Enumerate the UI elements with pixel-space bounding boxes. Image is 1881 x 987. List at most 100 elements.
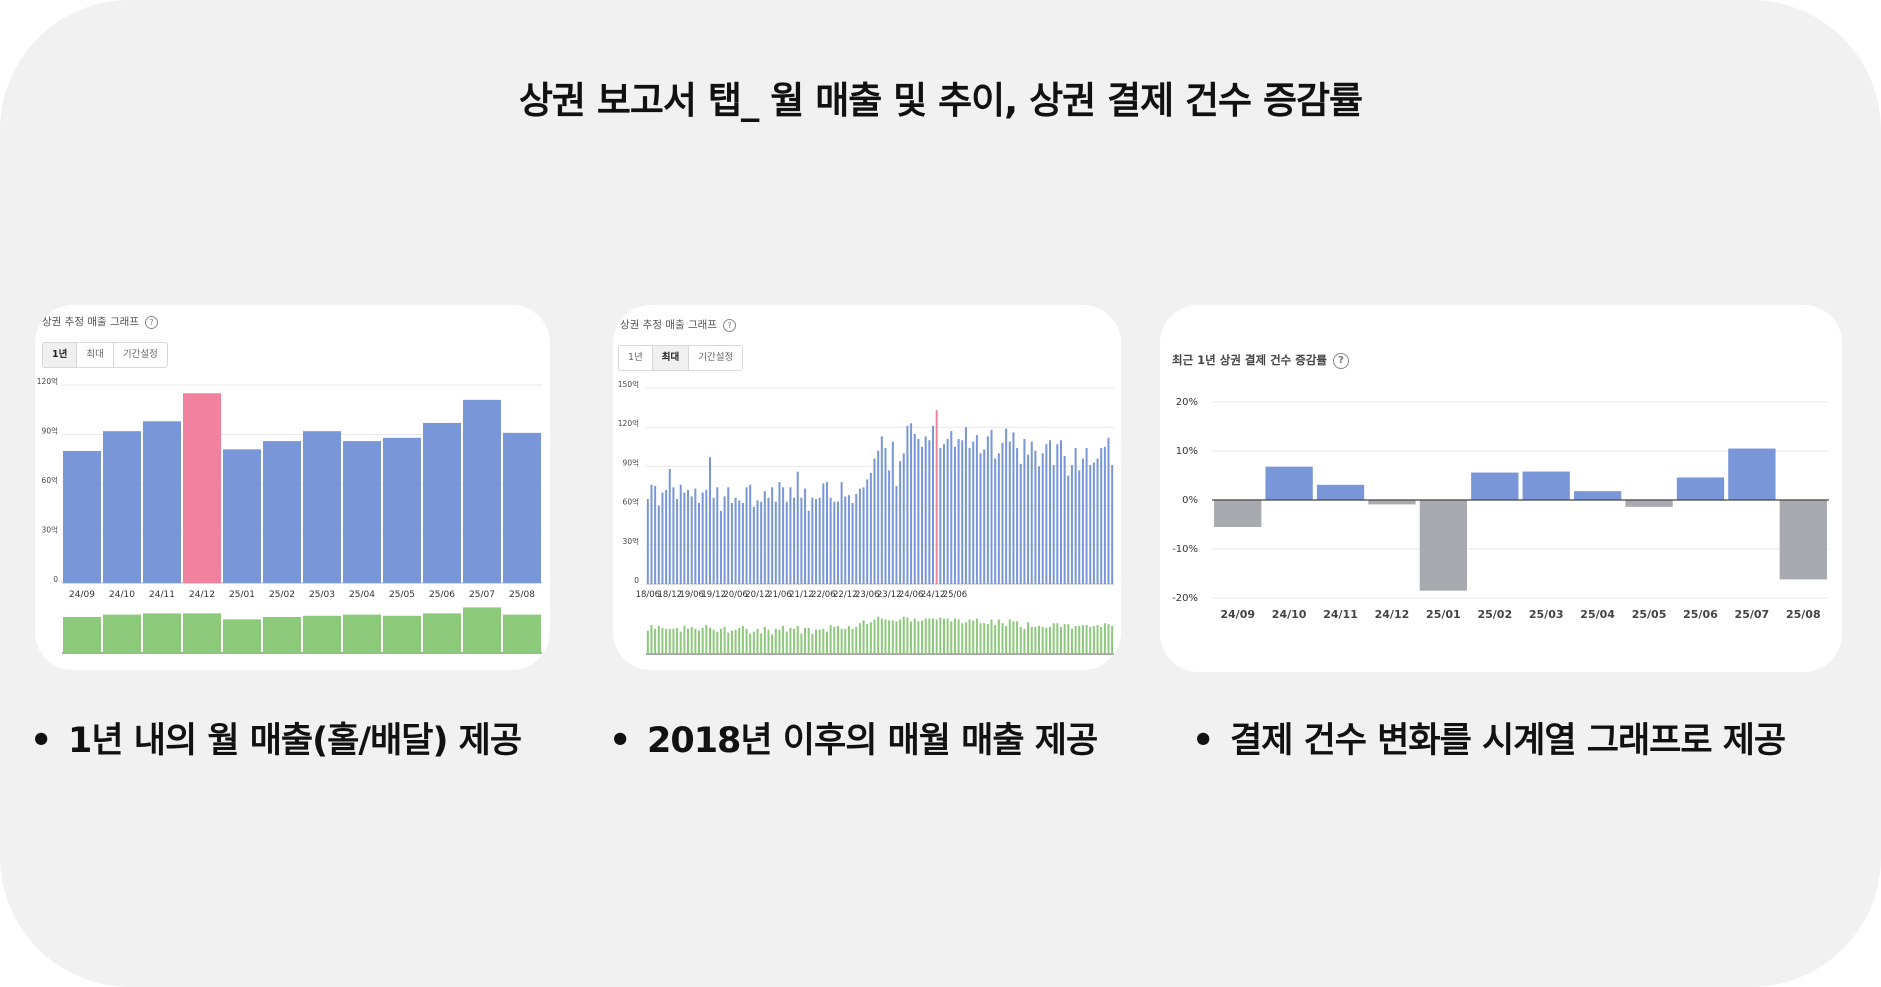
volume-bar — [917, 621, 920, 654]
bar — [924, 436, 927, 584]
volume-bar — [983, 623, 986, 654]
tab-1y[interactable]: 1년 — [43, 343, 78, 367]
volume-bar — [825, 631, 828, 654]
x-tick-label: 25/06 — [1683, 608, 1718, 621]
volume-bar — [910, 621, 913, 654]
volume-bar — [698, 630, 701, 654]
y-tick-label: 30억 — [42, 526, 58, 535]
tab-max[interactable]: 최대 — [652, 346, 690, 370]
volume-bar — [719, 628, 722, 654]
y-tick-label: 90억 — [623, 458, 639, 467]
help-icon[interactable]: ? — [144, 315, 158, 329]
x-tick-label: 20/12 — [745, 590, 770, 600]
bar — [683, 492, 686, 584]
bar — [752, 506, 755, 584]
volume-bar — [654, 628, 657, 654]
volume-bar — [994, 625, 997, 654]
bar — [957, 438, 960, 584]
volume-bar — [964, 622, 967, 654]
bar — [873, 458, 876, 584]
x-tick-label: 19/12 — [701, 590, 726, 600]
bar — [716, 487, 719, 584]
x-tick-label: 18/06 — [636, 590, 661, 600]
volume-bar — [979, 623, 982, 654]
tab-custom-period[interactable]: 기간설정 — [113, 343, 167, 367]
bar — [103, 431, 141, 583]
volume-bar — [1038, 626, 1041, 654]
bar — [983, 449, 986, 584]
bar — [921, 446, 924, 584]
volume-bar — [263, 617, 301, 653]
bar — [63, 451, 101, 583]
bar — [665, 489, 668, 584]
volume-bar — [906, 617, 909, 654]
bar — [800, 497, 803, 584]
volume-bar — [1081, 625, 1084, 654]
volume-bar — [862, 620, 865, 654]
volume-bar — [723, 626, 726, 654]
volume-bar — [1027, 622, 1030, 654]
x-tick-label: 20/06 — [723, 590, 748, 600]
tab-1y[interactable]: 1년 — [619, 346, 653, 370]
help-icon[interactable]: ? — [1332, 352, 1349, 369]
bar — [785, 501, 788, 584]
card2-title: 상권 추정 매출 그래프 — [620, 319, 717, 331]
bar — [1111, 465, 1114, 584]
y-tick-label: -10% — [1172, 544, 1198, 555]
bar — [917, 438, 920, 584]
volume-bar — [701, 627, 704, 654]
volume-bar — [727, 632, 730, 654]
bullet-dot: • — [30, 721, 52, 761]
tab-max[interactable]: 최대 — [77, 343, 114, 367]
bar — [1107, 437, 1110, 584]
volume-bar — [866, 624, 869, 654]
bar — [910, 423, 913, 584]
bar — [1419, 500, 1468, 591]
volume-bar — [694, 628, 697, 654]
bar — [679, 484, 682, 584]
card2-title-row: 상권 추정 매출 그래프? — [620, 317, 736, 332]
x-tick-label: 21/06 — [767, 590, 792, 600]
bar — [895, 486, 898, 584]
x-tick-label: 24/09 — [1220, 608, 1255, 621]
x-tick-label: 24/10 — [1272, 608, 1307, 621]
volume-bar — [1016, 621, 1019, 654]
volume-bar — [741, 626, 744, 654]
y-tick-label: 90억 — [42, 427, 58, 436]
x-tick-label: 18/12 — [658, 590, 683, 600]
bar — [343, 441, 381, 583]
bar — [1081, 458, 1084, 584]
volume-bar — [1107, 624, 1110, 654]
volume-bar — [1056, 623, 1059, 654]
bar — [840, 482, 843, 584]
bar — [1067, 475, 1070, 584]
bar — [687, 489, 690, 584]
tab-custom-period[interactable]: 기간설정 — [689, 346, 743, 370]
bar — [1573, 491, 1622, 500]
volume-bar — [869, 622, 872, 654]
x-tick-label: 24/11 — [1323, 608, 1358, 621]
volume-bar — [829, 625, 832, 654]
volume-bar — [143, 613, 181, 653]
volume-bar — [895, 621, 898, 654]
bar — [694, 488, 697, 584]
bar — [1089, 465, 1092, 584]
volume-bar — [957, 619, 960, 654]
y-tick-label: -20% — [1172, 593, 1198, 604]
help-icon[interactable]: ? — [722, 318, 736, 332]
bar — [1368, 500, 1416, 505]
bullet-text: 1년 내의 월 매출(홀/배달) 제공 — [68, 721, 522, 761]
bar — [1038, 466, 1041, 584]
volume-bar — [804, 627, 807, 654]
volume-bar — [343, 614, 381, 653]
revenue-1y-chart: 0 30억 60억 90억 120억 24/09 24/10 24/11 24/12 25/01 2… — [37, 377, 542, 654]
volume-bar — [793, 628, 796, 654]
bar — [1522, 471, 1570, 500]
revenue-max-chart: 030억60억90억120억150억18/0618/1219/0619/1220… — [618, 380, 1114, 655]
bar — [939, 448, 942, 584]
volume-bar — [63, 617, 101, 653]
volume-bar — [847, 626, 850, 654]
x-tick-label: 24/09 — [69, 590, 95, 600]
bar — [698, 502, 701, 584]
